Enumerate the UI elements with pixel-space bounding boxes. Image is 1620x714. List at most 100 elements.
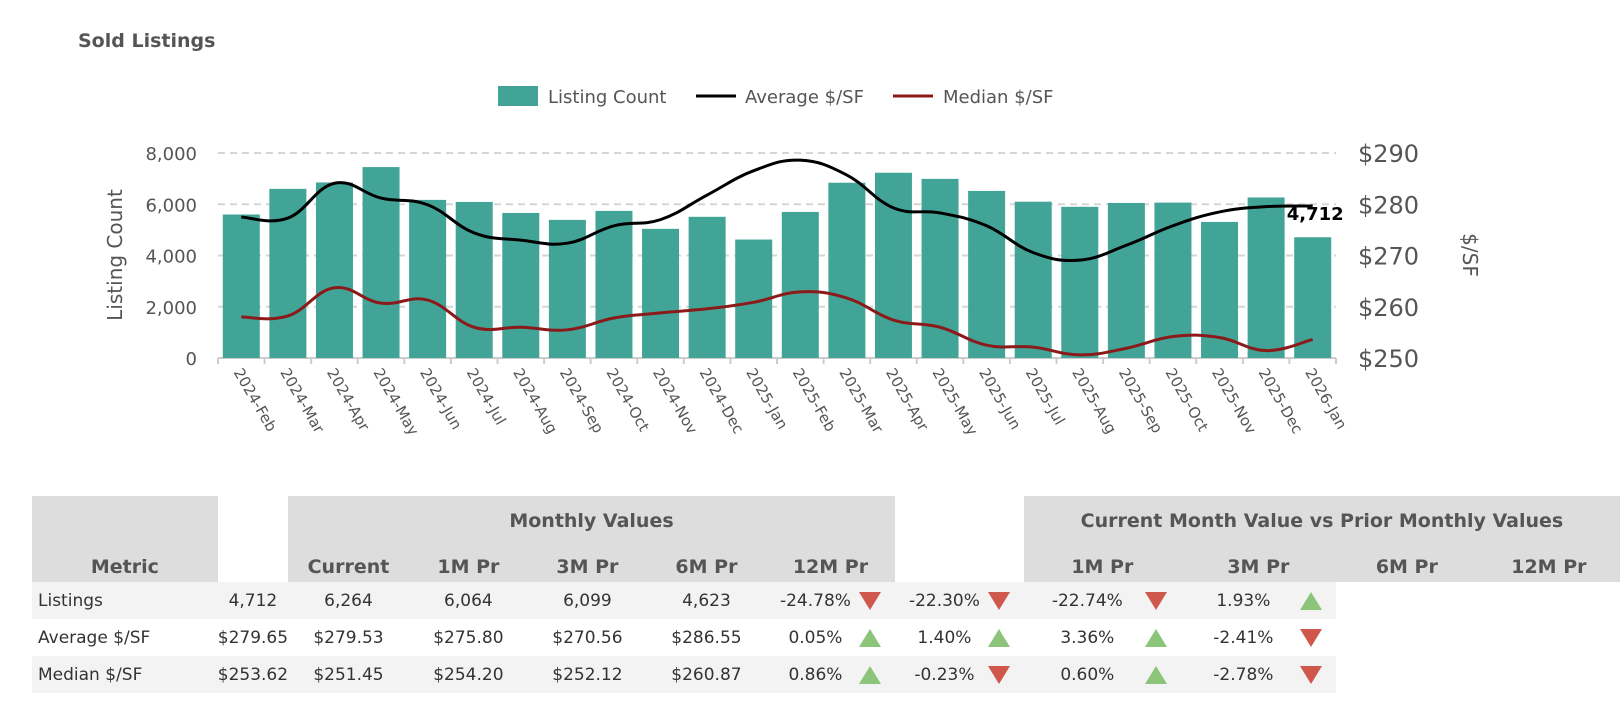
- pct-change: 1.40%: [917, 627, 972, 648]
- x-tick-label: 2025-Feb: [789, 365, 840, 435]
- pct-change-cell: -2.41%: [1181, 619, 1336, 656]
- y-tick-label: 2,000: [145, 298, 197, 319]
- data-label: 4,712: [1287, 204, 1344, 225]
- x-tick-label: 2024-Nov: [649, 365, 701, 437]
- bar-listing-count: [362, 167, 400, 358]
- x-tick-label: 2024-Sep: [556, 365, 608, 436]
- arrow-up-icon: [858, 628, 881, 647]
- monthly-value: 6,064: [408, 582, 528, 619]
- x-tick-label: 2025-Aug: [1068, 365, 1120, 437]
- bar-listing-count: [315, 182, 353, 358]
- bar-listing-count: [1107, 202, 1145, 358]
- metric-name: Median $/SF: [32, 656, 218, 693]
- table-row: Average $/SF $279.65 $279.53 $275.80 $270.56…: [32, 619, 1620, 656]
- x-tick-label: 2025-Jun: [975, 365, 1025, 433]
- monthly-value: $286.55: [671, 627, 742, 648]
- x-tick-label: 2024-May: [370, 365, 423, 439]
- pct-change: 0.60%: [1060, 664, 1115, 685]
- arrow-down-icon: [1144, 591, 1167, 610]
- monthly-value: $260.87: [646, 656, 766, 693]
- bar-listing-count: [642, 228, 680, 358]
- col-12m: 12M Pr: [765, 545, 895, 582]
- x-tick-label: 2024-Dec: [696, 365, 748, 437]
- pct-change: -2.41%: [1213, 627, 1274, 648]
- x-tick-label: 2024-Mar: [276, 365, 328, 437]
- monthly-value: $254.20: [408, 656, 528, 693]
- bar-listing-count: [1294, 237, 1332, 358]
- monthly-value: $275.80: [433, 627, 504, 648]
- pct-change-cell: -2.78%: [1180, 656, 1336, 693]
- x-tick-label: 2024-Oct: [602, 365, 653, 435]
- arrow-up-icon: [1144, 665, 1167, 684]
- x-tick-label: 2026-Jan: [1301, 365, 1350, 432]
- line-median-psf: [241, 286, 1314, 357]
- arrow-up-icon: [1299, 591, 1322, 610]
- bar-listing-count: [269, 188, 307, 358]
- metric-name: Average $/SF: [38, 627, 151, 648]
- pct-change-cell: -22.30%: [894, 582, 1024, 619]
- monthly-values-header: Monthly Values: [288, 496, 895, 545]
- y-tick-label: 6,000: [145, 195, 197, 216]
- line-average-psf: [241, 158, 1313, 263]
- bar-listing-count: [409, 199, 447, 358]
- metric-header: Metric: [32, 496, 218, 582]
- bar-listing-count: [595, 210, 633, 358]
- pct-change-cell: 1.93%: [1180, 582, 1336, 619]
- arrow-down-icon: [1299, 628, 1322, 647]
- monthly-value: 4,623: [646, 582, 766, 619]
- col-pct-6m: 6M Pr: [1335, 545, 1478, 582]
- col-pct-3m: 3M Pr: [1180, 545, 1336, 582]
- arrow-up-icon: [987, 628, 1010, 647]
- monthly-value: $251.45: [288, 656, 409, 693]
- arrow-down-icon: [987, 591, 1010, 610]
- y-tick-label: 4,000: [145, 247, 197, 268]
- chart-title: Sold Listings: [78, 30, 216, 52]
- x-tick-label: 2025-Dec: [1255, 365, 1307, 437]
- x-tick-label: 2024-Jun: [416, 365, 466, 433]
- comparison-header: Current Month Value vs Prior Monthly Val…: [1023, 496, 1620, 545]
- x-tick-label: 2024-Feb: [230, 365, 281, 435]
- pct-change-cell: -22.74%: [1023, 582, 1181, 619]
- x-tick-label: 2024-Jul: [463, 365, 510, 428]
- pct-change-cell: 3.36%: [1024, 619, 1181, 656]
- col-3m: 3M Pr: [527, 545, 647, 582]
- pct-change: 0.86%: [788, 664, 843, 685]
- y2-tick-label: $290: [1358, 140, 1419, 168]
- x-tick-label: 2025-Oct: [1161, 365, 1212, 435]
- x-tick-label: 2025-Jan: [742, 365, 791, 432]
- y2-tick-label: $270: [1358, 243, 1419, 271]
- bar-listing-count: [874, 172, 912, 358]
- col-pct-12m: 12M Pr: [1477, 545, 1620, 582]
- bar-listing-count: [781, 211, 819, 358]
- pct-change-cell: 1.40%: [895, 619, 1024, 656]
- pct-change: -22.30%: [908, 590, 980, 611]
- arrow-down-icon: [858, 591, 881, 610]
- y2-tick-label: $280: [1358, 191, 1419, 219]
- arrow-down-icon: [1299, 665, 1322, 684]
- pct-change: -0.23%: [914, 664, 975, 685]
- y2-axis-title: $/SF: [1458, 233, 1482, 277]
- x-tick-label: 2025-Sep: [1115, 365, 1167, 436]
- metrics-table: Metric Monthly Values Current Month Valu…: [32, 496, 1620, 693]
- monthly-value: $252.12: [527, 656, 647, 693]
- col-1m: 1M Pr: [408, 545, 528, 582]
- pct-change: 0.05%: [788, 627, 843, 648]
- monthly-value: 4,712: [217, 582, 289, 619]
- y-axis-title: Listing Count: [103, 189, 127, 321]
- monthly-value: 6,264: [288, 582, 409, 619]
- monthly-value: $270.56: [552, 627, 623, 648]
- bar-listing-count: [968, 190, 1006, 358]
- pct-change: -2.78%: [1213, 664, 1274, 685]
- pct-change: 3.36%: [1060, 627, 1115, 648]
- pct-change: -24.78%: [779, 590, 851, 611]
- combo-chart: 0 2,000 4,000 6,000 8,000 $250 $260 $270 $280 $29…: [103, 86, 1482, 439]
- pct-change-cell: 0.86%: [765, 656, 895, 693]
- bar-listing-count: [1061, 206, 1099, 358]
- bar-listing-count: [688, 216, 726, 358]
- bar-listing-count: [828, 182, 866, 358]
- col-6m: 6M Pr: [646, 545, 766, 582]
- arrow-up-icon: [858, 665, 881, 684]
- col-current: Current: [288, 545, 409, 582]
- pct-change: -22.74%: [1051, 590, 1123, 611]
- pct-change-cell: -0.23%: [894, 656, 1024, 693]
